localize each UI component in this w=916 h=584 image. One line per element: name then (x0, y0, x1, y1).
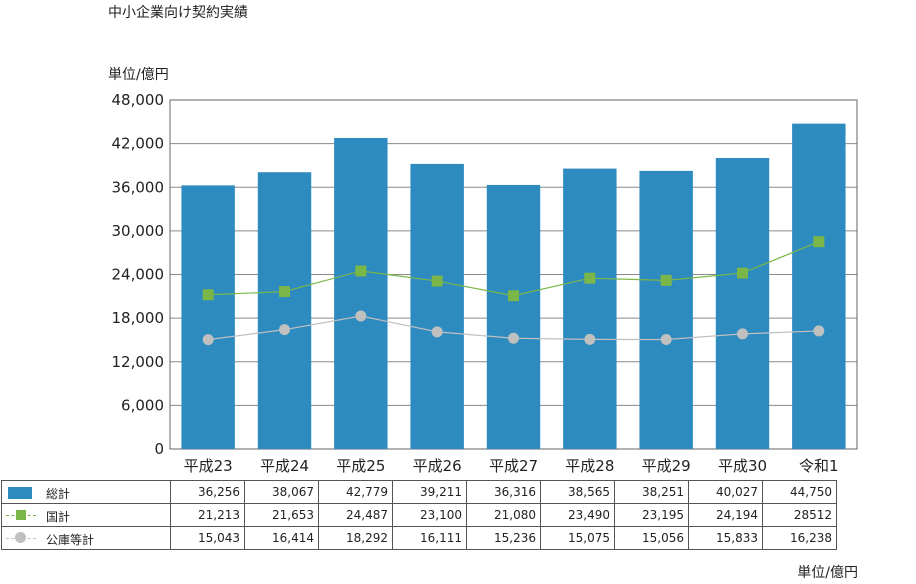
table-cell: 40,027 (688, 480, 763, 504)
table-cell: 21,653 (244, 503, 319, 527)
bar (715, 157, 770, 450)
data-point (431, 326, 443, 338)
data-point (431, 275, 443, 287)
bar-legend-swatch (8, 487, 32, 499)
table-cell: 36,316 (466, 480, 541, 504)
bar (486, 184, 541, 449)
x-tick-label: 平成26 (413, 457, 462, 475)
table-cell: 15,056 (614, 526, 689, 550)
table-cell: 16,111 (392, 526, 467, 550)
table-cell: 38,565 (540, 480, 615, 504)
table-cell: 23,195 (614, 503, 689, 527)
table-cell: 39,211 (392, 480, 467, 504)
data-point (737, 267, 748, 279)
table-cell: 38,251 (614, 480, 689, 504)
data-point (813, 236, 825, 248)
data-point (202, 334, 214, 346)
table-row: 総計 36,256 38,067 42,779 39,211 36,316 38… (1, 480, 837, 504)
table-cell: 36,256 (170, 480, 245, 504)
table-cell: 42,779 (318, 480, 393, 504)
x-tick-label: 平成25 (336, 457, 385, 475)
series-label: 公庫等計 (46, 533, 95, 547)
table-row: 国計 21,213 21,653 24,487 23,100 21,080 23… (1, 503, 837, 527)
table-cell: 15,043 (170, 526, 245, 550)
data-point (660, 274, 672, 286)
square-marker-icon (16, 510, 26, 520)
x-tick-label: 平成23 (184, 457, 233, 475)
data-point (813, 325, 825, 337)
table-cell: 44,750 (762, 480, 837, 504)
data-point (584, 333, 596, 345)
table-cell: 15,075 (540, 526, 615, 550)
y-tick-label: 30,000 (112, 222, 165, 240)
y-tick-label: 24,000 (112, 266, 165, 284)
data-point (737, 328, 748, 340)
data-point (202, 289, 214, 301)
data-point (355, 310, 367, 322)
table-cell: 15,236 (466, 526, 541, 550)
table-cell: 16,238 (762, 526, 837, 550)
data-point (660, 334, 672, 346)
x-tick-label: 平成29 (642, 457, 691, 475)
x-tick-label: 平成24 (260, 457, 309, 475)
x-tick-label: 平成30 (718, 457, 767, 475)
table-cell: 23,100 (392, 503, 467, 527)
bar (334, 137, 388, 450)
table-cell: 24,487 (318, 503, 393, 527)
bar (410, 163, 464, 449)
y-tick-label: 6,000 (121, 396, 164, 414)
y-tick-label: 0 (154, 440, 164, 458)
chart-plot: 0 6,000 12,000 18,000 24,000 30,000 36,000 42,0… (112, 91, 858, 475)
bar (181, 185, 235, 449)
table-cell: 21,080 (466, 503, 541, 527)
table-cell: 24,194 (688, 503, 763, 527)
y-tick-label: 48,000 (112, 91, 165, 109)
circle-marker-icon (15, 532, 26, 543)
bar (639, 170, 693, 449)
series-label: 総計 (46, 487, 71, 501)
series-header-national: 国計 (1, 503, 171, 527)
y-tick-label: 36,000 (112, 178, 165, 196)
table-cell: 15,833 (688, 526, 763, 550)
y-tick-label: 12,000 (112, 353, 165, 371)
series-header-public: 公庫等計 (1, 526, 171, 550)
bar (792, 123, 846, 449)
bar (563, 168, 617, 449)
x-tick-label: 令和1 (799, 457, 839, 475)
y-axis-unit-label: 単位/億円 (108, 67, 169, 83)
table-cell: 18,292 (318, 526, 393, 550)
table-cell: 16,414 (244, 526, 319, 550)
table-row: 公庫等計 15,043 16,414 18,292 16,111 15,236 … (1, 526, 837, 550)
table-cell: 23,490 (540, 503, 615, 527)
x-tick-label: 平成28 (565, 457, 614, 475)
data-point (584, 272, 596, 284)
data-table: 総計 36,256 38,067 42,779 39,211 36,316 38… (1, 480, 837, 550)
data-point (279, 286, 290, 298)
bar (257, 172, 312, 449)
data-point (355, 265, 367, 277)
table-unit-label: 単位/億円 (797, 565, 858, 581)
series-header-total: 総計 (1, 480, 171, 504)
y-tick-label: 42,000 (112, 135, 165, 153)
data-point (508, 290, 519, 302)
table-cell: 38,067 (244, 480, 319, 504)
series-label: 国計 (46, 510, 71, 524)
table-cell: 21,213 (170, 503, 245, 527)
data-point (508, 332, 519, 344)
table-cell: 28512 (762, 503, 837, 527)
x-tick-label: 平成27 (489, 457, 538, 475)
chart-title: 中小企業向け契約実績 (108, 5, 248, 21)
y-tick-label: 18,000 (112, 309, 165, 327)
data-point (279, 324, 290, 336)
